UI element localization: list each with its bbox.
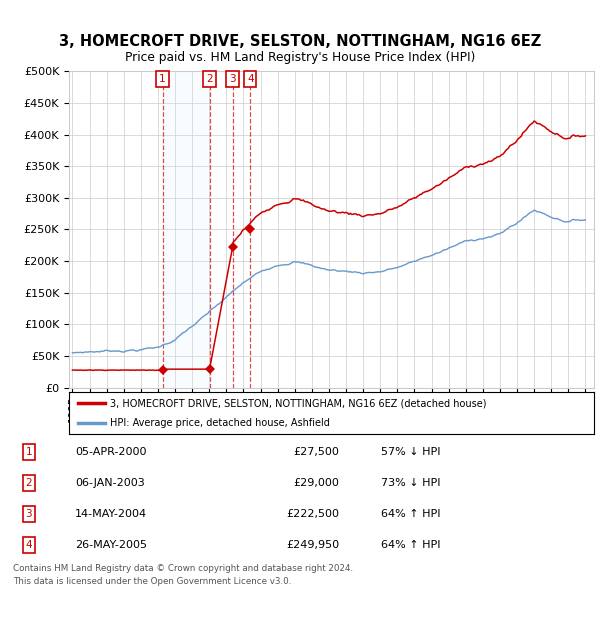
Text: 05-APR-2000: 05-APR-2000 (75, 447, 146, 457)
Text: 26-MAY-2005: 26-MAY-2005 (75, 540, 147, 550)
Text: Price paid vs. HM Land Registry's House Price Index (HPI): Price paid vs. HM Land Registry's House … (125, 51, 475, 64)
Text: 06-JAN-2003: 06-JAN-2003 (75, 478, 145, 488)
Text: 57% ↓ HPI: 57% ↓ HPI (381, 447, 440, 457)
Text: 3: 3 (25, 509, 32, 519)
Text: 64% ↑ HPI: 64% ↑ HPI (381, 540, 440, 550)
Text: £29,000: £29,000 (293, 478, 339, 488)
Text: £249,950: £249,950 (286, 540, 339, 550)
Text: 3, HOMECROFT DRIVE, SELSTON, NOTTINGHAM, NG16 6EZ (detached house): 3, HOMECROFT DRIVE, SELSTON, NOTTINGHAM,… (110, 398, 487, 408)
Text: £27,500: £27,500 (293, 447, 339, 457)
Text: 3, HOMECROFT DRIVE, SELSTON, NOTTINGHAM, NG16 6EZ: 3, HOMECROFT DRIVE, SELSTON, NOTTINGHAM,… (59, 34, 541, 49)
Text: 64% ↑ HPI: 64% ↑ HPI (381, 509, 440, 519)
Text: 2: 2 (206, 74, 213, 84)
Text: 14-MAY-2004: 14-MAY-2004 (75, 509, 147, 519)
Text: 2: 2 (25, 478, 32, 488)
Text: £222,500: £222,500 (286, 509, 339, 519)
Text: Contains HM Land Registry data © Crown copyright and database right 2024.: Contains HM Land Registry data © Crown c… (13, 564, 353, 573)
Text: 1: 1 (25, 447, 32, 457)
Text: 1: 1 (159, 74, 166, 84)
Text: 4: 4 (247, 74, 254, 84)
Text: HPI: Average price, detached house, Ashfield: HPI: Average price, detached house, Ashf… (110, 418, 330, 428)
Text: 73% ↓ HPI: 73% ↓ HPI (381, 478, 440, 488)
Bar (163, 71, 209, 388)
Text: 3: 3 (229, 74, 236, 84)
Text: 4: 4 (25, 540, 32, 550)
Text: This data is licensed under the Open Government Licence v3.0.: This data is licensed under the Open Gov… (13, 577, 292, 587)
